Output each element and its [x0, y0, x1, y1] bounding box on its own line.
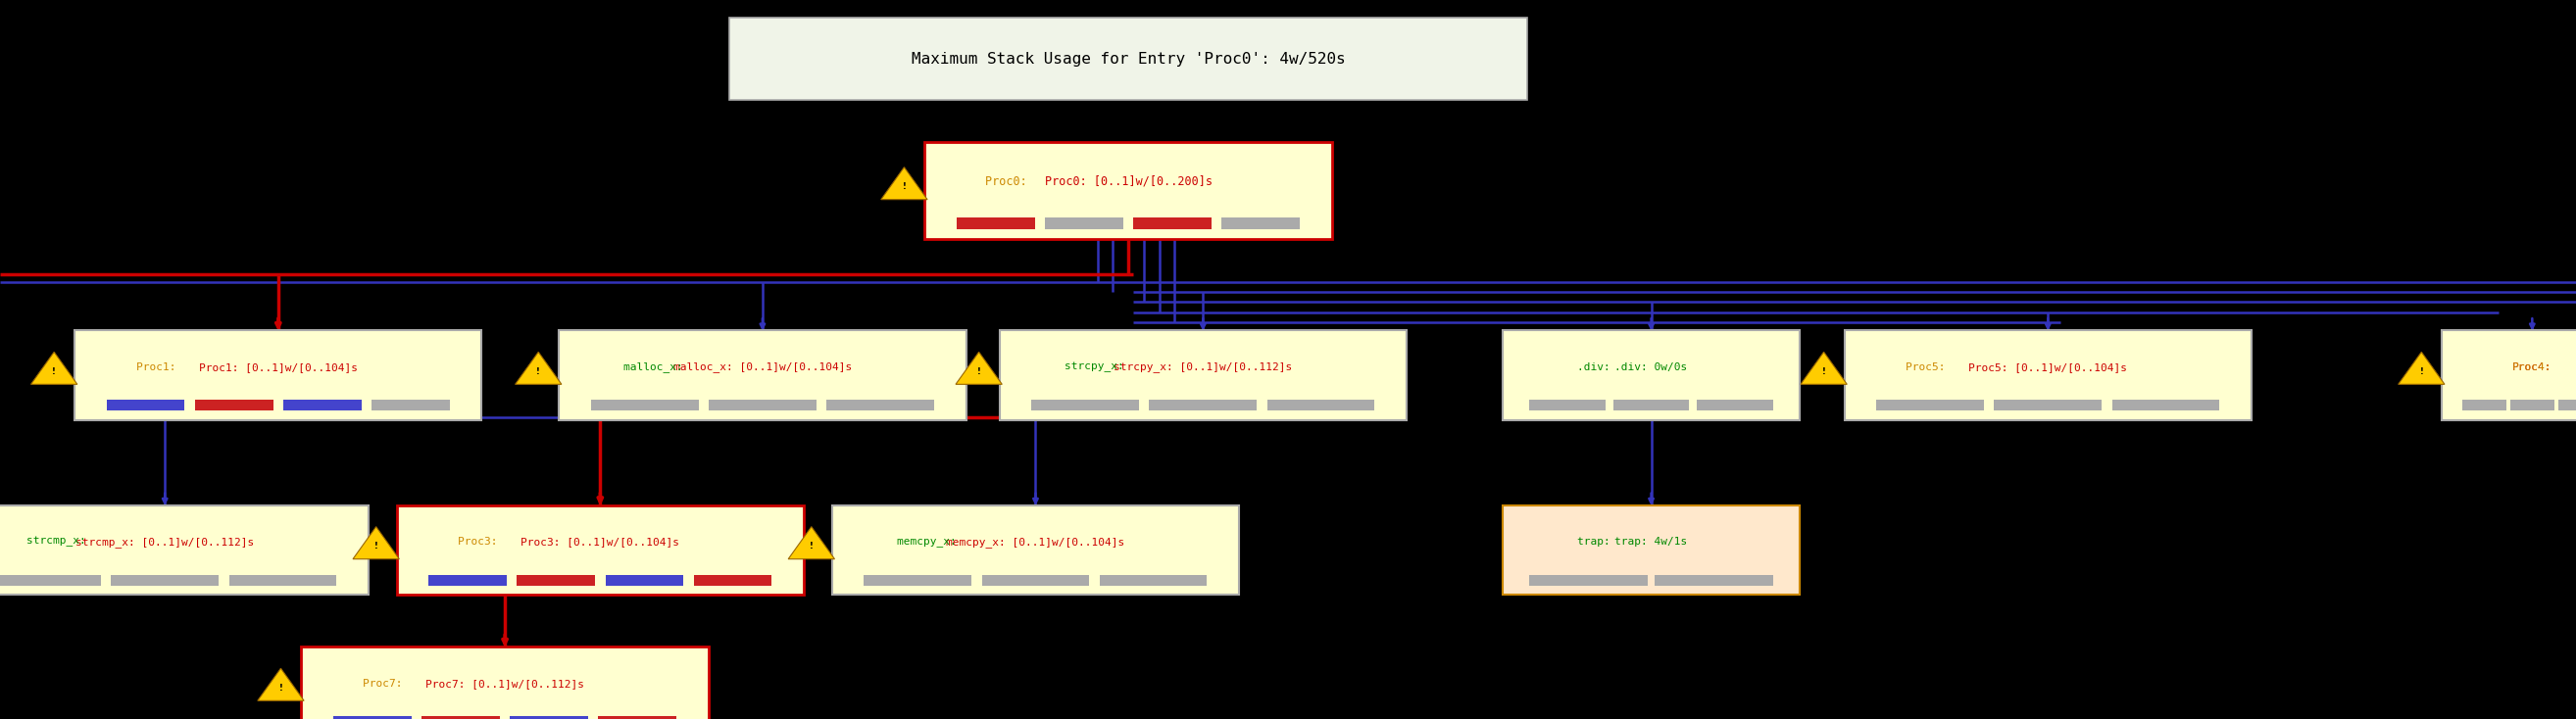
Bar	[283, 400, 361, 411]
Bar	[106, 400, 185, 411]
Text: malloc_x:: malloc_x:	[623, 362, 690, 372]
FancyBboxPatch shape	[0, 505, 368, 595]
Bar	[693, 575, 773, 585]
Text: .div: 0w/0s: .div: 0w/0s	[1615, 362, 1687, 372]
Text: Proc3: [0..1]w/[0..104]s: Proc3: [0..1]w/[0..104]s	[520, 537, 680, 546]
FancyBboxPatch shape	[999, 331, 1406, 420]
Bar	[1100, 575, 1208, 585]
Bar	[518, 575, 595, 585]
Polygon shape	[515, 352, 562, 385]
Bar	[229, 575, 337, 585]
Bar	[956, 217, 1036, 229]
Text: Proc1: [0..1]w/[0..104]s: Proc1: [0..1]w/[0..104]s	[198, 362, 358, 372]
Text: !: !	[536, 367, 541, 376]
Text: Proc4:: Proc4:	[2512, 362, 2553, 372]
Polygon shape	[31, 352, 77, 385]
Bar	[1994, 400, 2102, 411]
Text: !: !	[2419, 367, 2424, 376]
Bar	[1613, 400, 1690, 411]
FancyBboxPatch shape	[1504, 505, 1798, 595]
Text: !: !	[278, 684, 283, 692]
Bar	[422, 716, 500, 719]
Text: !: !	[902, 183, 907, 191]
FancyBboxPatch shape	[397, 505, 804, 595]
Text: memcpy_x:: memcpy_x:	[896, 537, 963, 546]
Bar	[1267, 400, 1376, 411]
Polygon shape	[258, 669, 304, 700]
Bar	[371, 400, 451, 411]
Bar	[1530, 400, 1605, 411]
Polygon shape	[2398, 352, 2445, 385]
FancyBboxPatch shape	[559, 331, 966, 420]
Bar	[605, 575, 683, 585]
Text: Proc7: [0..1]w/[0..112]s: Proc7: [0..1]w/[0..112]s	[425, 679, 585, 688]
Bar	[510, 716, 587, 719]
Bar	[1149, 400, 1257, 411]
Text: Proc0:: Proc0:	[984, 175, 1033, 188]
FancyBboxPatch shape	[2442, 331, 2576, 420]
Bar	[598, 716, 677, 719]
Text: malloc_x: [0..1]w/[0..104]s: malloc_x: [0..1]w/[0..104]s	[672, 362, 853, 372]
Bar	[196, 400, 273, 411]
Text: .div:: .div:	[1577, 362, 1618, 372]
Bar	[1133, 217, 1211, 229]
Text: Proc1:: Proc1:	[137, 362, 183, 372]
Polygon shape	[353, 526, 399, 559]
Bar	[2463, 400, 2506, 411]
FancyBboxPatch shape	[1504, 331, 1798, 420]
Text: !: !	[374, 542, 379, 551]
Text: memcpy_x: [0..1]w/[0..104]s: memcpy_x: [0..1]w/[0..104]s	[945, 536, 1126, 547]
Bar	[981, 575, 1090, 585]
Bar	[1530, 575, 1649, 585]
FancyBboxPatch shape	[301, 647, 708, 719]
Bar	[1046, 217, 1123, 229]
Text: Proc5: [0..1]w/[0..104]s: Proc5: [0..1]w/[0..104]s	[1968, 362, 2128, 372]
Bar	[332, 716, 412, 719]
Bar	[1030, 400, 1139, 411]
Text: trap:: trap:	[1577, 537, 1618, 546]
FancyBboxPatch shape	[832, 505, 1239, 595]
Bar	[111, 575, 219, 585]
FancyBboxPatch shape	[925, 142, 1332, 239]
FancyBboxPatch shape	[1844, 331, 2251, 420]
Text: !: !	[809, 542, 814, 551]
Polygon shape	[788, 526, 835, 559]
Text: strcpy_x:: strcpy_x:	[1064, 362, 1131, 372]
Text: !: !	[976, 367, 981, 376]
Bar	[0, 575, 100, 585]
Polygon shape	[1801, 352, 1847, 385]
FancyBboxPatch shape	[75, 331, 482, 420]
Bar	[1875, 400, 1984, 411]
Text: Proc3:: Proc3:	[459, 537, 505, 546]
Polygon shape	[956, 352, 1002, 385]
Text: Proc0: [0..1]w/[0..200]s: Proc0: [0..1]w/[0..200]s	[1043, 175, 1213, 188]
Bar	[708, 400, 817, 411]
Bar	[2512, 400, 2553, 411]
Text: strcmp_x: [0..1]w/[0..112]s: strcmp_x: [0..1]w/[0..112]s	[75, 536, 255, 547]
Text: strcmp_x:: strcmp_x:	[26, 536, 93, 547]
Bar	[1654, 575, 1772, 585]
Text: Maximum Stack Usage for Entry 'Proc0': 4w/520s: Maximum Stack Usage for Entry 'Proc0': 4…	[912, 52, 1345, 66]
Bar	[428, 575, 507, 585]
Text: !: !	[1821, 367, 1826, 376]
Bar	[827, 400, 935, 411]
Bar	[863, 575, 971, 585]
FancyBboxPatch shape	[729, 17, 1528, 100]
Text: Proc5:: Proc5:	[1906, 362, 1953, 372]
Bar	[1698, 400, 1772, 411]
Bar	[1221, 217, 1301, 229]
Bar	[2558, 400, 2576, 411]
Text: trap: 4w/1s: trap: 4w/1s	[1615, 537, 1687, 546]
Text: strcpy_x: [0..1]w/[0..112]s: strcpy_x: [0..1]w/[0..112]s	[1113, 362, 1293, 372]
Text: Proc4:: Proc4:	[2512, 362, 2553, 372]
Bar	[2112, 400, 2221, 411]
Polygon shape	[881, 168, 927, 199]
Text: !: !	[52, 367, 57, 376]
Text: Proc7:: Proc7:	[363, 679, 410, 688]
Bar	[590, 400, 698, 411]
